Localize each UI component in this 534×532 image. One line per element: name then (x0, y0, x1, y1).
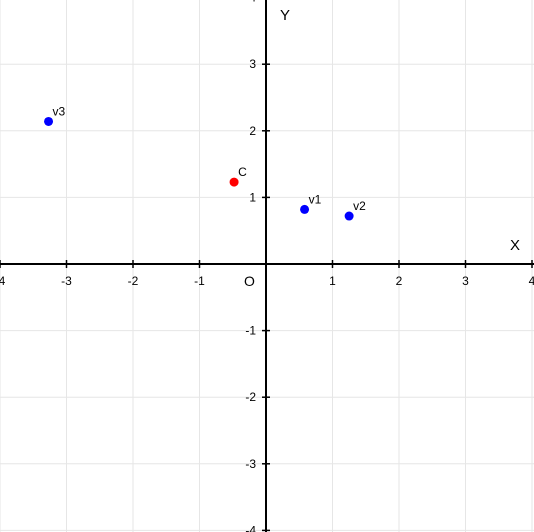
y-tick-label: -3 (245, 457, 256, 471)
point-label-c: C (238, 165, 247, 179)
x-tick-label: -1 (194, 274, 205, 288)
x-tick-label: 2 (396, 274, 403, 288)
y-tick-label: -2 (245, 390, 256, 404)
y-tick-label: -1 (245, 324, 256, 338)
y-tick-label: 4 (249, 0, 256, 5)
y-tick-label: -4 (245, 523, 256, 532)
x-tick-label: 1 (329, 274, 336, 288)
x-axis-label: X (510, 237, 520, 254)
point-label-v1: v1 (309, 192, 322, 206)
x-tick-label: 3 (462, 274, 469, 288)
y-tick-label: 1 (249, 190, 256, 204)
point-v3 (44, 116, 54, 126)
origin-label: O (244, 273, 255, 289)
x-tick-label: 4 (529, 274, 534, 288)
y-tick-label: 3 (249, 57, 256, 71)
y-axis-label: Y (280, 7, 290, 24)
point-label-v2: v2 (353, 199, 366, 213)
point-v1 (300, 204, 310, 214)
point-v2 (344, 211, 354, 221)
point-c (229, 177, 239, 187)
points: v1 v2 v3 C (44, 104, 366, 221)
x-tick-label: -3 (61, 274, 72, 288)
x-tick-label: -2 (128, 274, 139, 288)
y-tick-label: 2 (249, 124, 256, 138)
x-tick-label: -4 (0, 274, 6, 288)
point-label-v3: v3 (53, 104, 66, 118)
